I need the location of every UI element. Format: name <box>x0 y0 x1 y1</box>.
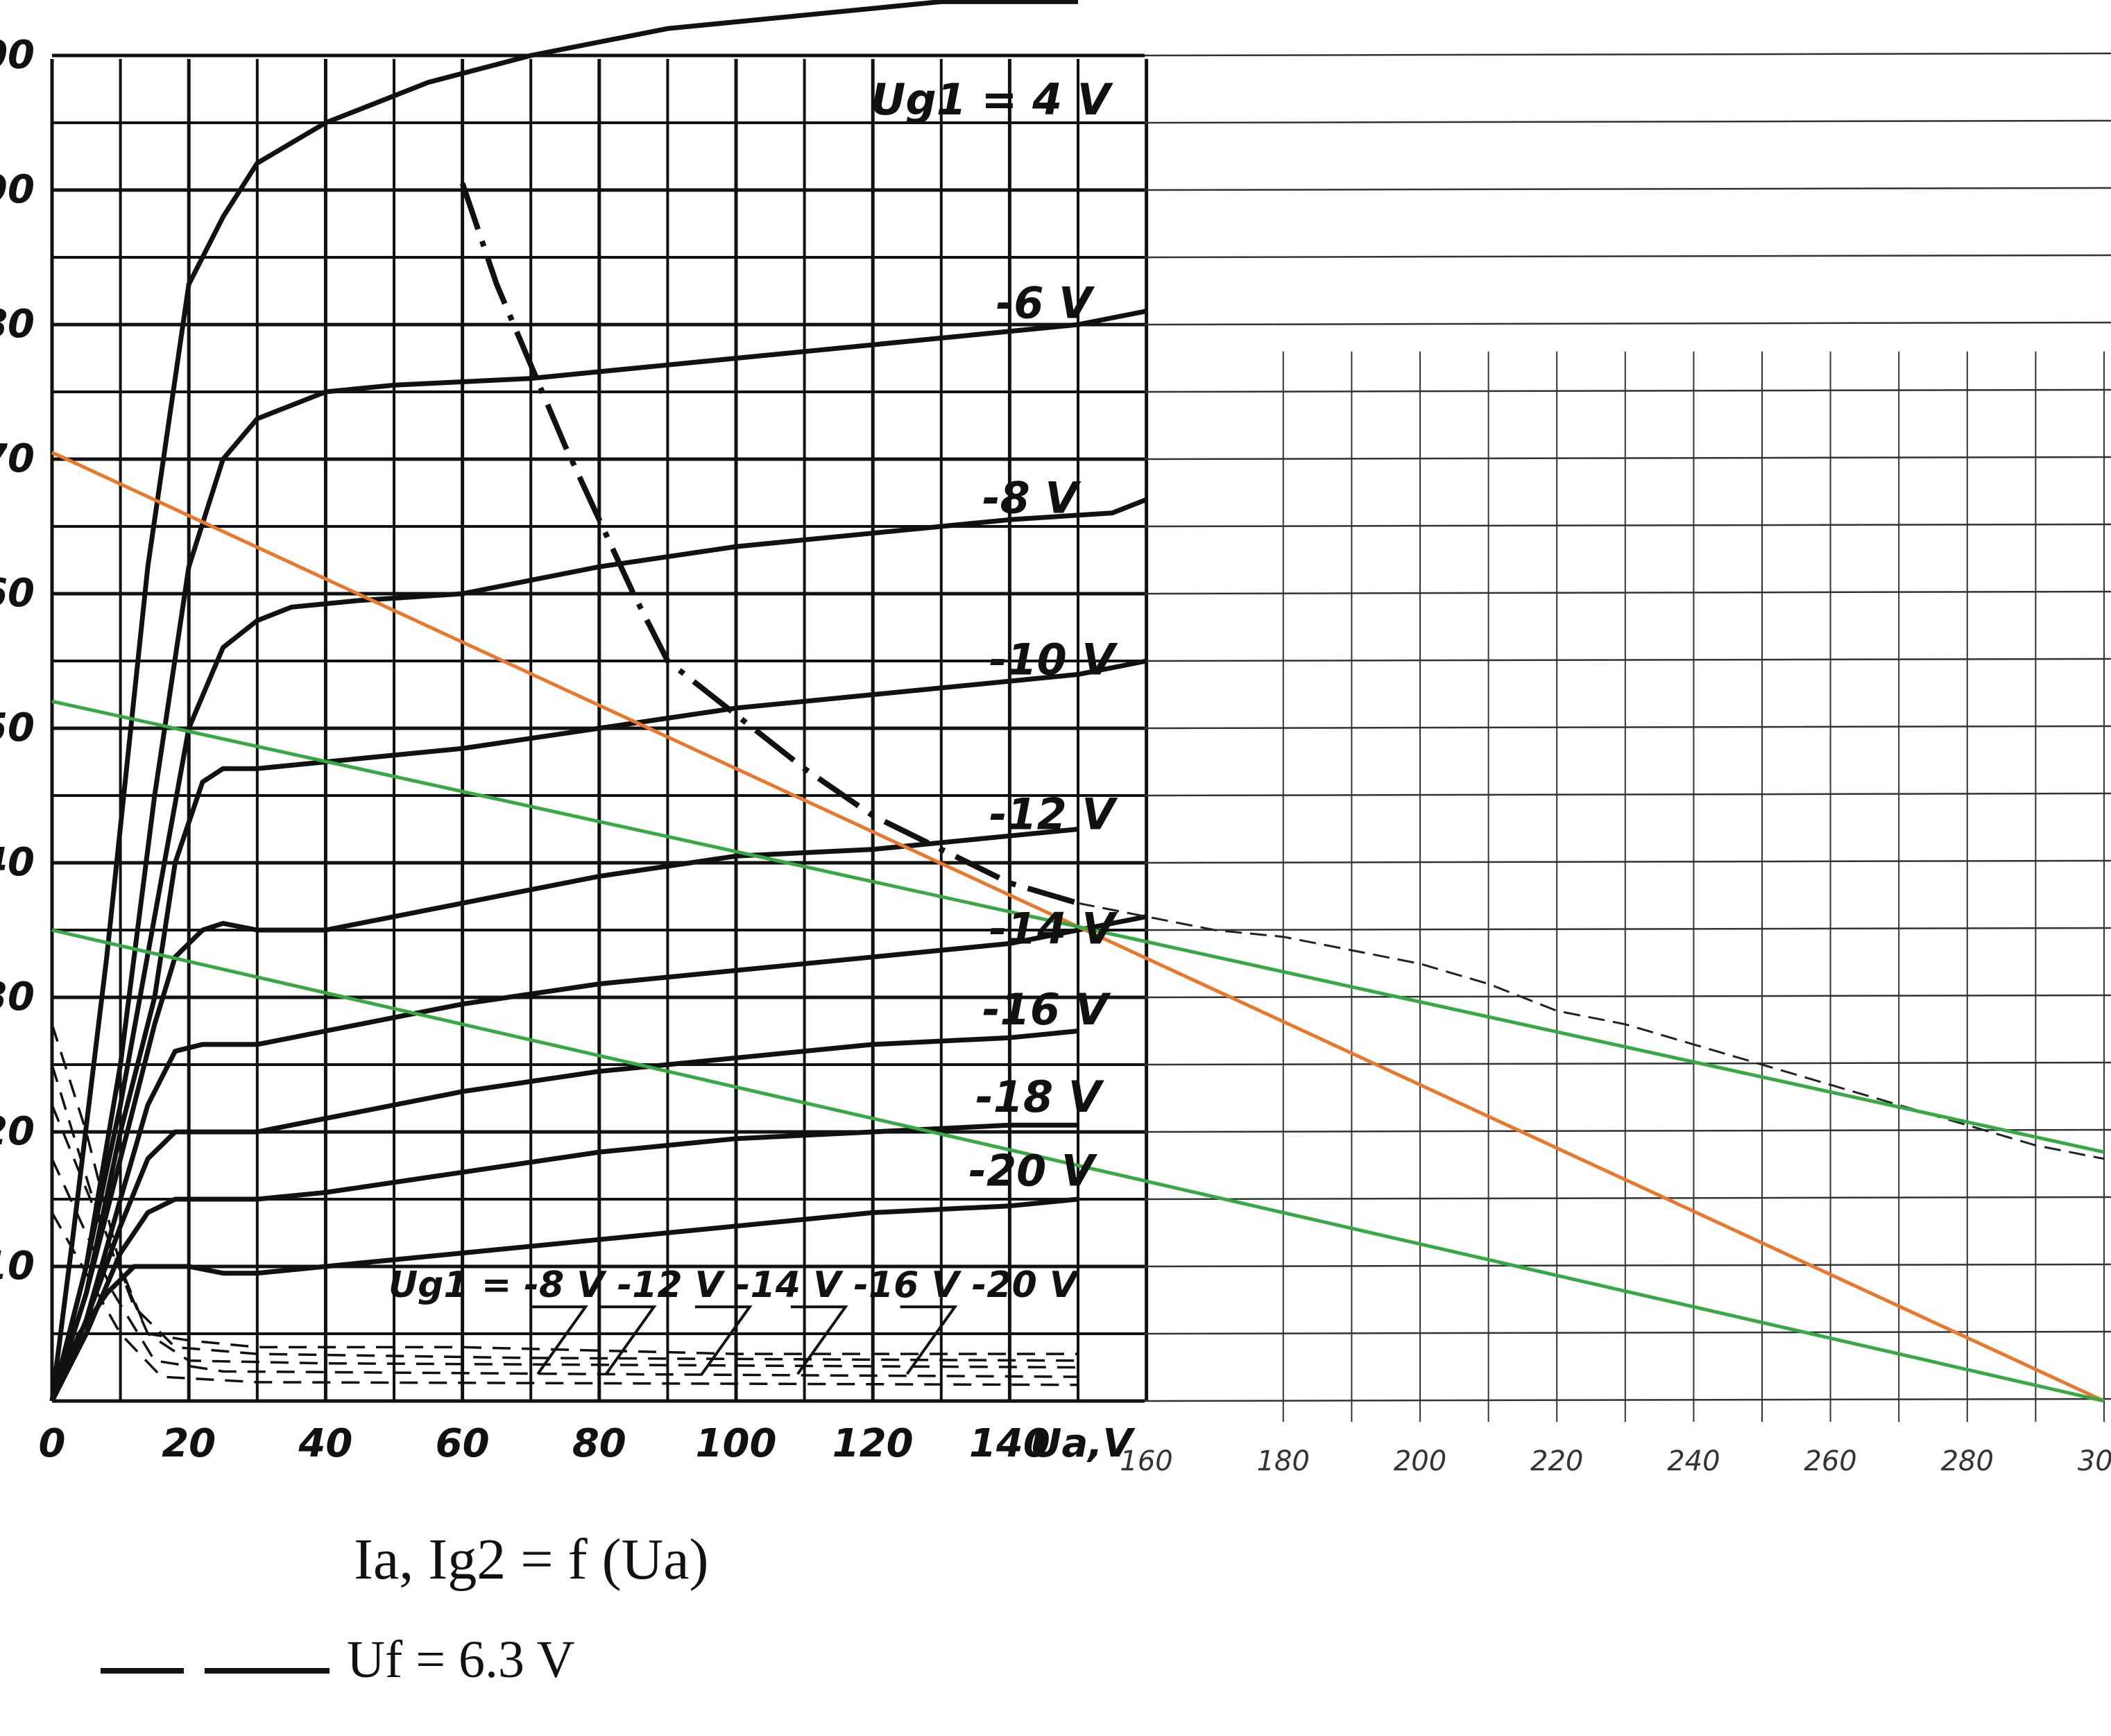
grid-line-extended-horizontal <box>1144 1398 2111 1402</box>
load-lines <box>51 451 2105 1403</box>
y-tick-label: 00 <box>0 33 35 78</box>
grid-line-extended-horizontal <box>1144 187 2111 191</box>
top-curve-label: Ug1 = 4 V <box>871 74 1114 125</box>
g2-curve-label: Ug1 = -8 V -12 V -14 V -16 V -20 V <box>388 1264 1080 1306</box>
legend-dash-1 <box>101 1668 184 1674</box>
x-tick-label: 60 <box>436 1421 490 1466</box>
anode-curve <box>49 309 1147 1402</box>
x-tick-label-extended: 240 <box>1667 1445 1720 1477</box>
heater-voltage-caption: Uf = 6.3 V <box>347 1631 575 1689</box>
y-tick-label: 60 <box>0 571 35 616</box>
grid-line-extended-horizontal <box>1144 927 2111 931</box>
x-tick-label: 140 <box>969 1421 1050 1466</box>
x-tick-label-extended: 160 <box>1120 1445 1172 1477</box>
y-tick-label: 80 <box>0 302 35 347</box>
x-tick-label-extended: 300 <box>2078 1445 2111 1477</box>
grid-line-extended-horizontal <box>1144 725 2111 730</box>
curve-label: -8 V <box>982 473 1082 524</box>
x-tick-label: 0 <box>39 1421 66 1466</box>
grid-line-extended-horizontal <box>1144 52 2111 57</box>
grid-line-extended-horizontal <box>1144 119 2111 124</box>
curve-label: -6 V <box>996 277 1095 328</box>
curve-label: -20 V <box>968 1146 1098 1196</box>
grid-line-extended-horizontal <box>1144 456 2111 461</box>
x-tick-label-extended: 220 <box>1530 1445 1583 1477</box>
grid-line-extended-horizontal <box>1144 792 2111 797</box>
grid-line-extended-horizontal <box>1144 523 2111 528</box>
anode-curve <box>49 1029 1079 1402</box>
grid-line-extended-horizontal <box>1144 658 2111 662</box>
x-tick-label: 100 <box>696 1421 777 1466</box>
grid-line-extended-horizontal <box>1144 1330 2111 1335</box>
grid-line-extended-horizontal <box>1144 1196 2111 1201</box>
dissipation-curve <box>459 182 1079 906</box>
y-tick-label: 30 <box>0 974 35 1020</box>
g2-dashed-curve <box>51 1104 1079 1369</box>
anode-curve <box>49 0 1078 1402</box>
g2-dashed-curve <box>51 1064 1079 1362</box>
grid-line-extended-horizontal <box>1144 994 2111 999</box>
anode-curve <box>49 497 1147 1402</box>
function-caption: Ia, Ig2 = f (Ua) <box>354 1527 709 1592</box>
anode-curve <box>49 914 1147 1402</box>
g2-label-pointer <box>531 1305 588 1375</box>
curve-label: -16 V <box>982 984 1112 1035</box>
grid-extended <box>1144 52 2111 1422</box>
g2-dashed-curve <box>51 1024 1078 1355</box>
anode-current-series <box>49 0 2105 1402</box>
x-tick-label: 80 <box>572 1421 626 1466</box>
grid-line-extended-horizontal <box>1144 388 2111 393</box>
grid-line-extended-horizontal <box>1144 1061 2111 1066</box>
g2-label-pointer <box>900 1305 958 1375</box>
load-line-green <box>51 928 2105 1403</box>
anode-curve <box>49 1122 1078 1402</box>
grid-line-extended-horizontal <box>1144 590 2111 595</box>
y-tick-label: 50 <box>0 705 35 750</box>
y-tick-label: 20 <box>0 1109 35 1154</box>
grid <box>50 53 1149 1403</box>
load-line-green <box>51 699 2105 1154</box>
curve-label: -18 V <box>975 1072 1105 1122</box>
x-tick-label-extended: 200 <box>1394 1445 1446 1477</box>
x-tick-label-extended: 280 <box>1941 1445 1994 1477</box>
grid-line-extended-horizontal <box>1144 254 2111 259</box>
x-tick-label-extended: 260 <box>1804 1445 1856 1477</box>
y-tick-label: 10 <box>0 1244 35 1289</box>
x-tick-label: 40 <box>298 1421 352 1466</box>
y-tick-label: 40 <box>0 840 35 885</box>
y-tick-label: 70 <box>0 436 35 481</box>
y-tick-label: 90 <box>0 167 35 212</box>
grid-line-extended-horizontal <box>1144 1128 2111 1133</box>
g2-label-pointer <box>694 1305 753 1375</box>
g2-label-pointer <box>599 1305 657 1375</box>
anode-curve <box>49 658 1147 1402</box>
x-tick-label: 20 <box>162 1421 216 1466</box>
grid-line-extended-horizontal <box>1144 321 2111 326</box>
x-tick-label: 120 <box>832 1421 914 1466</box>
grid-line-extended-horizontal <box>1144 859 2111 864</box>
grid-line-extended-horizontal <box>1144 1263 2111 1268</box>
curve-label: -10 V <box>989 634 1119 685</box>
dissipation-curve-extended <box>1077 902 2105 1160</box>
x-axis-label: Ua,V <box>1030 1421 1136 1466</box>
x-tick-label-extended: 180 <box>1257 1445 1310 1477</box>
curve-label: -14 V <box>989 903 1119 954</box>
anode-curve <box>49 827 1079 1402</box>
g2-label-pointer <box>790 1305 848 1375</box>
curve-label: -12 V <box>989 789 1119 840</box>
curve-labels: Ug1 = 4 V Ug1 = -8 V -12 V -14 V -16 V -… <box>388 74 1118 1306</box>
anode-curve <box>49 1196 1079 1402</box>
legend-dash-2 <box>205 1668 330 1674</box>
